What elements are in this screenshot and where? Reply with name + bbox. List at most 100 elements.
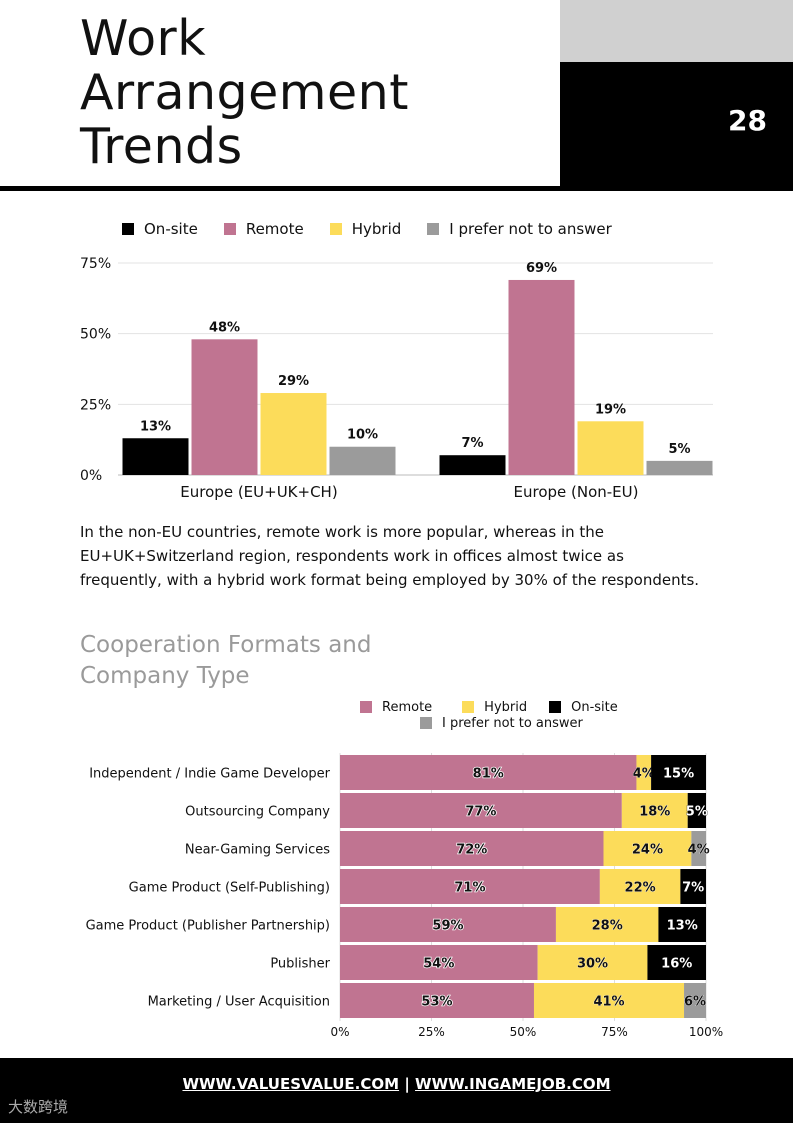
data-label: 54%: [423, 957, 454, 972]
legend-label: Remote: [245, 220, 304, 238]
data-label: 69%: [526, 261, 557, 276]
x-tick-label: Europe (EU+UK+CH): [180, 483, 337, 501]
legend-label: I prefer not to answer: [442, 715, 583, 731]
header-gray-block: [560, 0, 793, 62]
data-label: 72%: [456, 843, 487, 858]
stacked-segment-hybrid: [555, 907, 659, 942]
y-category-label: Publisher: [270, 957, 330, 972]
stacked-segment-i-prefer-not-to-answer: [684, 983, 706, 1018]
x-tick-label: 0%: [330, 1025, 349, 1039]
title-line: Trends: [80, 118, 243, 175]
legend-no-answer: I prefer not to answer: [420, 716, 583, 731]
data-label: 7%: [682, 881, 704, 896]
data-label: 19%: [595, 402, 626, 417]
y-category-label: Outsourcing Company: [185, 805, 330, 820]
stacked-segment-hybrid: [603, 831, 692, 866]
stacked-segment-hybrid: [636, 755, 652, 790]
data-label: 4%: [633, 767, 655, 782]
y-category-label: Marketing / User Acquisition: [148, 995, 330, 1010]
y-category-label: Near-Gaming Services: [185, 843, 330, 858]
stacked-segment-remote: [340, 945, 538, 980]
legend-label: On-site: [571, 699, 618, 715]
data-label: 28%: [592, 919, 623, 934]
bar-i-prefer-not-to-answer: [646, 460, 713, 475]
data-label: 24%: [632, 843, 663, 858]
stacked-segment-hybrid: [537, 945, 648, 980]
y-tick-label: 50%: [80, 327, 111, 343]
data-label: 6%: [684, 995, 706, 1010]
data-label: 22%: [625, 881, 656, 896]
y-category-label: Game Product (Self-Publishing): [129, 881, 330, 896]
x-tick-label: 100%: [689, 1025, 723, 1039]
stacked-segment-remote: [340, 907, 556, 942]
page-title: Work Arrangement Trends: [80, 12, 409, 174]
bar-hybrid: [577, 421, 644, 475]
data-label: 13%: [667, 919, 698, 934]
legend-label: On-site: [144, 220, 198, 238]
y-category-label: Independent / Indie Game Developer: [89, 767, 330, 782]
stacked-segment-on-site: [647, 945, 706, 980]
description-paragraph: In the non-EU countries, remote work is …: [80, 523, 700, 589]
data-label: 71%: [454, 881, 485, 896]
bar-hybrid: [260, 393, 327, 475]
data-label: 5%: [668, 442, 690, 457]
data-label: 16%: [661, 957, 692, 972]
chart2-legend: Remote Hybrid On-site I prefer not to an…: [360, 699, 618, 731]
data-label: 4%: [688, 843, 710, 858]
x-tick-label: 25%: [418, 1025, 445, 1039]
stacked-segment-hybrid: [533, 983, 685, 1018]
bar-i-prefer-not-to-answer: [329, 446, 396, 475]
section-subtitle: Cooperation Formats and Company Type: [80, 630, 372, 692]
y-tick-label: 0%: [80, 468, 102, 484]
stacked-segment-remote: [340, 983, 534, 1018]
stacked-segment-on-site: [687, 793, 706, 828]
stacked-segment-remote: [340, 831, 604, 866]
title-line: Arrangement: [80, 64, 409, 121]
stacked-segment-hybrid: [621, 793, 688, 828]
separator: |: [404, 1075, 410, 1093]
footer-links: WWW.VALUESVALUE.COM | WWW.INGAMEJOB.COM: [0, 1075, 793, 1093]
watermark: 大数跨境: [8, 1098, 69, 1116]
bar-remote: [508, 279, 575, 475]
data-label: 41%: [593, 995, 624, 1010]
legend-onsite: On-site: [122, 220, 198, 238]
legend-remote: Remote: [223, 220, 304, 238]
ingamejob-link[interactable]: WWW.INGAMEJOB.COM: [415, 1075, 611, 1093]
subtitle-line: Cooperation Formats and: [80, 632, 372, 658]
legend-remote: Remote: [360, 700, 432, 715]
stacked-segment-remote: [340, 869, 600, 904]
data-label: 15%: [663, 767, 694, 782]
stacked-segment-remote: [340, 793, 622, 828]
title-line: Work: [80, 10, 207, 67]
stacked-segment-on-site: [651, 755, 706, 790]
bar-on-site: [439, 455, 506, 475]
valuesvalue-link[interactable]: WWW.VALUESVALUE.COM: [182, 1075, 400, 1093]
data-label: 10%: [347, 428, 378, 443]
bar-remote: [191, 339, 258, 475]
data-label: 48%: [209, 320, 240, 335]
stacked-segment-on-site: [658, 907, 706, 942]
y-tick-label: 75%: [80, 256, 111, 272]
y-category-label: Game Product (Publisher Partnership): [86, 919, 330, 934]
data-label: 13%: [140, 419, 171, 434]
data-label: 77%: [465, 805, 496, 820]
data-label: 29%: [278, 374, 309, 389]
legend-label: Hybrid: [484, 699, 528, 715]
header-black-block: 28: [560, 62, 793, 191]
legend-hybrid: Hybrid: [329, 220, 402, 238]
data-label: 7%: [461, 436, 483, 451]
stacked-segment-on-site: [680, 869, 706, 904]
bar-on-site: [122, 438, 189, 475]
footer: WWW.VALUESVALUE.COM | WWW.INGAMEJOB.COM …: [0, 1058, 793, 1123]
legend-no-answer: I prefer not to answer: [427, 220, 612, 238]
subtitle-line: Company Type: [80, 663, 250, 689]
x-tick-label: 50%: [510, 1025, 537, 1039]
data-label: 53%: [421, 995, 452, 1010]
data-label: 59%: [432, 919, 463, 934]
legend-label: Hybrid: [351, 220, 402, 238]
legend-label: I prefer not to answer: [449, 220, 612, 238]
y-tick-label: 25%: [80, 397, 111, 413]
x-tick-label: Europe (Non-EU): [514, 483, 639, 501]
legend-label: Remote: [382, 699, 433, 715]
